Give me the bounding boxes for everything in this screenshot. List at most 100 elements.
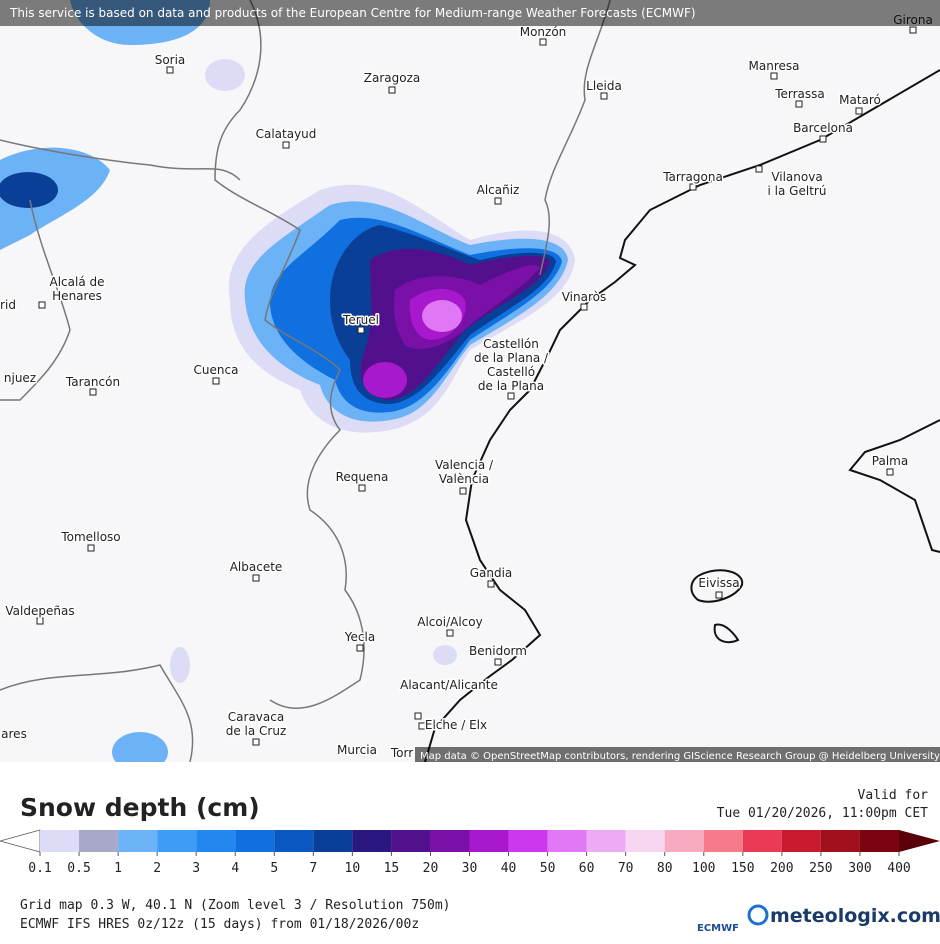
city-marker bbox=[770, 72, 778, 80]
colorbar-box bbox=[586, 830, 626, 852]
colorbar-label: 4 bbox=[231, 861, 239, 876]
city-label: Alcoi/Alcoy bbox=[417, 615, 482, 629]
valid-label: Valid for bbox=[858, 788, 929, 803]
city-label: Zaragoza bbox=[364, 71, 420, 85]
colorbar-box bbox=[235, 830, 275, 852]
attribution: Map data © OpenStreetMap contributors, r… bbox=[420, 751, 940, 762]
colorbar-label: 3 bbox=[192, 861, 200, 876]
colorbar-box bbox=[40, 830, 80, 852]
city-label: Manresa bbox=[749, 59, 800, 73]
city-marker bbox=[755, 165, 763, 173]
city-marker bbox=[600, 92, 608, 100]
colorbar-box bbox=[781, 830, 821, 852]
city-label: Teruel bbox=[342, 313, 379, 327]
colorbar-label: 2 bbox=[153, 861, 161, 876]
city-label: València bbox=[439, 472, 489, 486]
city-label: Vinaròs bbox=[562, 290, 607, 304]
city-marker bbox=[446, 629, 454, 637]
colorbar-label: 250 bbox=[809, 861, 832, 876]
colorbar-label: 1 bbox=[114, 861, 122, 876]
city-label: i la Geltrú bbox=[768, 184, 827, 198]
city-marker bbox=[580, 303, 588, 311]
city-label: Barcelona bbox=[793, 121, 853, 135]
city-label: Cuenca bbox=[194, 363, 239, 377]
city-marker bbox=[715, 591, 723, 599]
city-label: de la Cruz bbox=[226, 724, 287, 738]
colorbar-label: 100 bbox=[692, 861, 715, 876]
colorbar-box bbox=[547, 830, 587, 852]
model-info: ECMWF IFS HRES 0z/12z (15 days) from 01/… bbox=[20, 917, 419, 932]
city-marker bbox=[87, 544, 95, 552]
city-label: Vilanova bbox=[771, 170, 822, 184]
city-label: Alcañiz bbox=[477, 183, 520, 197]
brand-icon bbox=[747, 904, 769, 926]
city-marker bbox=[494, 658, 502, 666]
colorbar-label: 400 bbox=[887, 861, 910, 876]
colorbar-box bbox=[157, 830, 197, 852]
colorbar-box bbox=[352, 830, 392, 852]
city-marker bbox=[282, 141, 290, 149]
grid-info: Grid map 0.3 W, 40.1 N (Zoom level 3 / R… bbox=[20, 898, 450, 913]
city-label: Yecla bbox=[344, 630, 375, 644]
city-label: Murcia bbox=[337, 743, 377, 757]
city-label: Tomelloso bbox=[60, 530, 120, 544]
city-marker bbox=[38, 301, 46, 309]
city-labels: SoriaMonzónGironaZaragozaLleidaManresaTe… bbox=[0, 12, 934, 762]
city-label: Soria bbox=[155, 53, 186, 67]
colorbar-label: 60 bbox=[579, 861, 595, 876]
colorbar-box bbox=[625, 830, 665, 852]
notice-bar bbox=[0, 0, 940, 26]
attribution-bar bbox=[415, 747, 940, 762]
city-label: Mataró bbox=[839, 93, 881, 107]
colorbar-box bbox=[274, 830, 314, 852]
colorbar-box bbox=[508, 830, 548, 852]
city-marker bbox=[36, 617, 44, 625]
colorbar-box bbox=[820, 830, 860, 852]
city-marker bbox=[689, 183, 697, 191]
colorbar-box bbox=[313, 830, 353, 852]
colorbar-box bbox=[664, 830, 704, 852]
city-label: Torr bbox=[390, 746, 413, 760]
city-marker bbox=[909, 26, 917, 34]
colorbar: 0.1 0.5 1 2 3 4 5 7 10 15 20 30 40 50 60 70 80 100 150 200 2… bbox=[0, 829, 940, 876]
city-label: de la Plana bbox=[478, 379, 544, 393]
city-label: Terrassa bbox=[774, 87, 825, 101]
city-label: Alcalá de bbox=[50, 275, 105, 289]
coastline bbox=[424, 69, 940, 763]
city-marker bbox=[494, 197, 502, 205]
city-label: Alacant/Alicante bbox=[400, 678, 498, 692]
city-label: Eivissa bbox=[698, 576, 739, 590]
city-marker bbox=[357, 326, 365, 334]
ecmwf-logo: ECMWF bbox=[697, 923, 739, 934]
city-marker bbox=[358, 484, 366, 492]
colorbar-box bbox=[196, 830, 236, 852]
city-label: ares bbox=[1, 727, 27, 741]
colorbar-label: 70 bbox=[618, 861, 634, 876]
city-label: rid bbox=[0, 298, 16, 312]
city-marker bbox=[459, 487, 467, 495]
map-background bbox=[0, 0, 940, 762]
colorbar-label: 15 bbox=[384, 861, 400, 876]
city-marker bbox=[487, 580, 495, 588]
city-label: Calatayud bbox=[256, 127, 317, 141]
legend-title: Snow depth (cm) bbox=[20, 793, 260, 822]
colorbar-label: 50 bbox=[540, 861, 556, 876]
colorbar-label: 300 bbox=[848, 861, 871, 876]
colorbar-label: 150 bbox=[731, 861, 754, 876]
city-label: Tarragona bbox=[662, 170, 723, 184]
notice: This service is based on data and produc… bbox=[9, 6, 696, 20]
colorbar-label: 20 bbox=[423, 861, 439, 876]
city-marker bbox=[819, 135, 827, 143]
borders bbox=[0, 0, 611, 763]
city-label: Gandia bbox=[470, 566, 513, 580]
city-marker bbox=[855, 107, 863, 115]
city-marker bbox=[166, 66, 174, 74]
colorbar-box bbox=[469, 830, 509, 852]
city-marker bbox=[252, 738, 260, 746]
city-label: njuez bbox=[4, 371, 36, 385]
city-marker bbox=[507, 392, 515, 400]
colorbar-label: 80 bbox=[657, 861, 673, 876]
city-marker bbox=[539, 38, 547, 46]
